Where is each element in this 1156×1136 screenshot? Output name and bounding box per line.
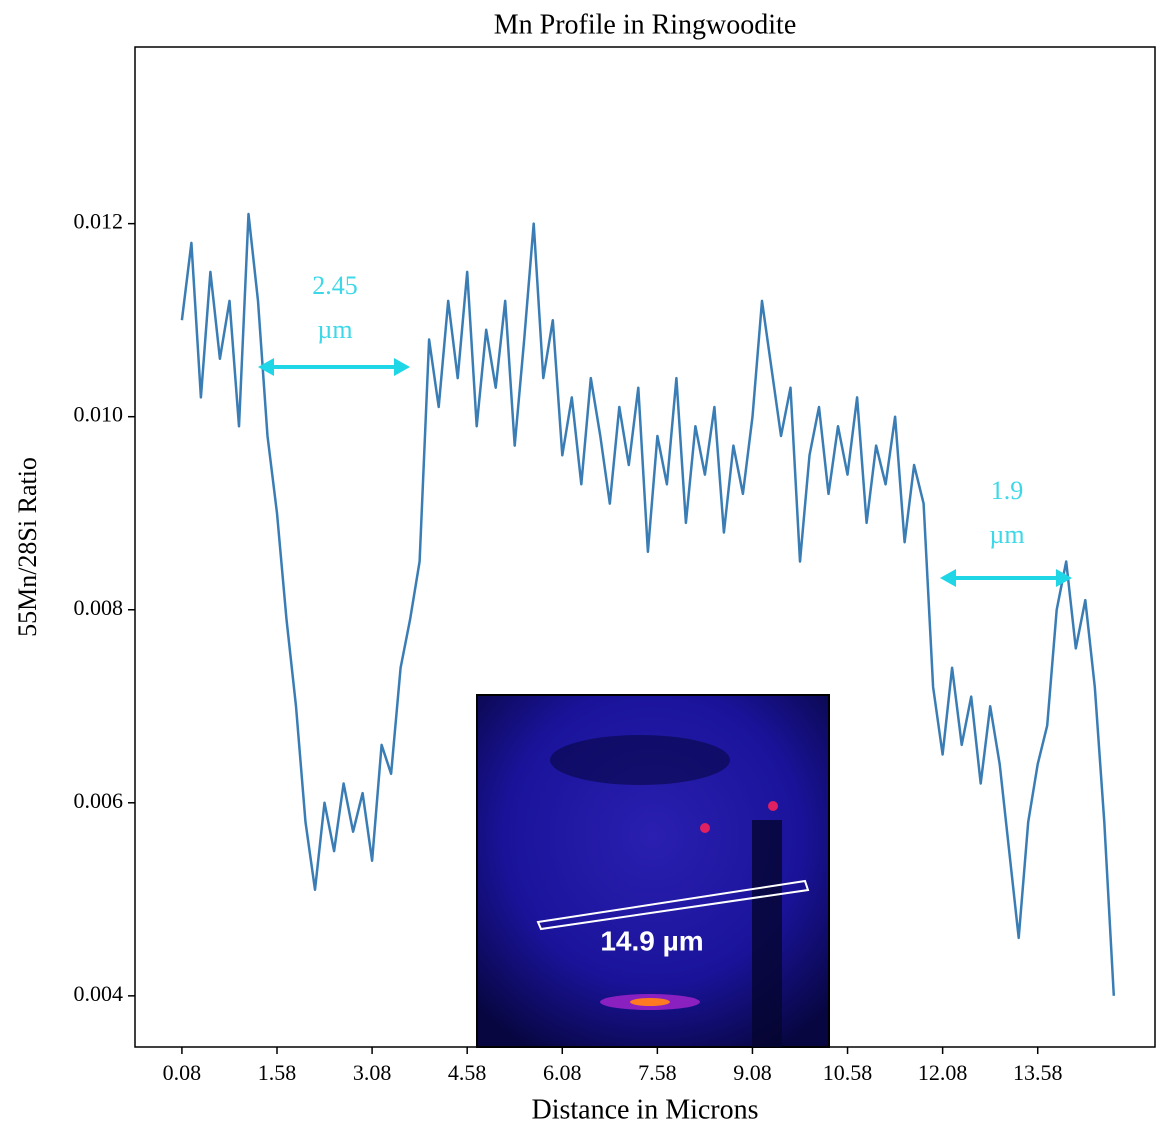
annotations: 2.45 µm 1.9 µm xyxy=(258,271,1072,587)
annotation-text: 1.9 xyxy=(991,476,1024,505)
chart-title: Mn Profile in Ringwoodite xyxy=(494,9,797,40)
inset-shadow xyxy=(752,820,782,1047)
x-tick-label: 0.08 xyxy=(163,1060,202,1085)
y-tick-label: 0.010 xyxy=(74,402,124,427)
y-tick-label: 0.004 xyxy=(74,981,124,1006)
x-tick-label: 3.08 xyxy=(353,1060,392,1085)
x-tick-label: 12.08 xyxy=(918,1060,968,1085)
arrow-head xyxy=(394,358,410,376)
x-tick-label: 13.58 xyxy=(1013,1060,1063,1085)
x-tick-label: 9.08 xyxy=(733,1060,772,1085)
arrow-head xyxy=(258,358,274,376)
y-tick-label: 0.012 xyxy=(74,209,124,234)
inset-hotspot xyxy=(630,998,670,1006)
plot-area: 0.08 1.58 3.08 4.58 6.08 7.58 9.08 10.58 12.08 13… xyxy=(74,46,1156,1085)
y-tick-label: 0.008 xyxy=(74,595,124,620)
y-tick-label: 0.006 xyxy=(74,788,124,813)
inset-shadow xyxy=(550,735,730,785)
annotation-text: µm xyxy=(989,520,1024,549)
arrow-head xyxy=(940,569,956,587)
y-axis-label: 55Mn/28Si Ratio xyxy=(13,457,42,637)
x-tick-label: 6.08 xyxy=(543,1060,582,1085)
x-tick-label: 1.58 xyxy=(258,1060,297,1085)
data-line xyxy=(180,212,1116,996)
x-tick-label: 4.58 xyxy=(448,1060,487,1085)
inset-line-scan xyxy=(536,879,810,931)
arrow-head xyxy=(1056,569,1072,587)
x-tick-label: 7.58 xyxy=(638,1060,677,1085)
inset-hotspot xyxy=(700,823,710,833)
inset-hotspot xyxy=(768,801,778,811)
annotation-text: µm xyxy=(317,315,352,344)
inset-label: 14.9 µm xyxy=(600,925,703,956)
x-tick-label: 10.58 xyxy=(823,1060,873,1085)
x-axis-label: Distance in Microns xyxy=(531,1094,758,1125)
inset-image: 14.9 µm xyxy=(476,694,830,1048)
annotation-text: 2.45 xyxy=(312,271,358,300)
